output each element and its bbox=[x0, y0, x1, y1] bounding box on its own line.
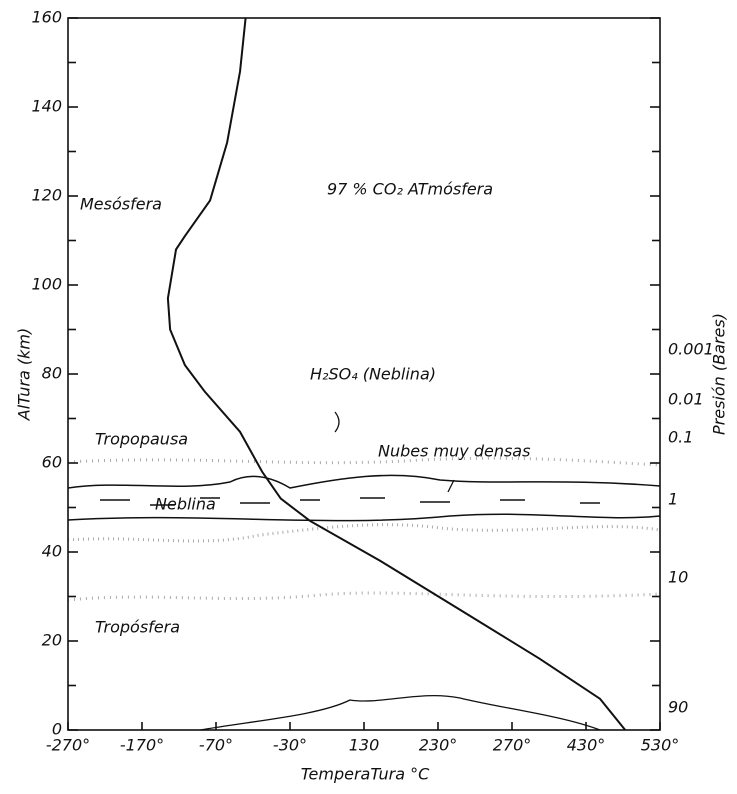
y2-axis-label: Presión (Bares) bbox=[710, 313, 729, 435]
y-tick-label: 0 bbox=[52, 720, 62, 739]
y-tick-label: 160 bbox=[31, 8, 62, 27]
x-tick-label: 270° bbox=[493, 736, 532, 755]
x-tick-label: -270° bbox=[46, 736, 90, 755]
decor bbox=[67, 411, 661, 731]
chart-title: 97 % CO₂ ATmósfera bbox=[327, 180, 493, 199]
pressure-label: 0.001 bbox=[668, 340, 714, 359]
annotation: Tropopausa bbox=[95, 430, 188, 449]
pressure-label: 1 bbox=[668, 490, 678, 509]
y-tick-label: 40 bbox=[42, 542, 62, 561]
x-tick-label: 430° bbox=[567, 736, 606, 755]
y-tick-label: 20 bbox=[42, 631, 62, 650]
y-axis-label: AlTura (km) bbox=[15, 328, 34, 422]
x-tick-label: -170° bbox=[120, 736, 164, 755]
x-axis-label: TemperaTura °C bbox=[301, 765, 430, 784]
y-tick-label: 80 bbox=[42, 364, 62, 383]
x-tick-label: 230° bbox=[419, 736, 458, 755]
x-tick-label: 130 bbox=[349, 736, 380, 755]
x-tick-label: 530° bbox=[641, 736, 680, 755]
temperature-line bbox=[166, 17, 626, 731]
pressure-label: 90 bbox=[668, 698, 688, 717]
annotation: Neblina bbox=[155, 495, 216, 514]
x-tick-label: -70° bbox=[199, 736, 233, 755]
pressure-label: 0.1 bbox=[668, 428, 693, 447]
pressure-label: 10 bbox=[668, 568, 688, 587]
x-tick-label: -30° bbox=[273, 736, 307, 755]
y-tick-label: 100 bbox=[31, 275, 62, 294]
annotation: H₂SO₄ (Neblina) bbox=[310, 365, 436, 384]
annotation: Mesósfera bbox=[80, 195, 162, 214]
y-tick-label: 120 bbox=[31, 186, 62, 205]
annotation: Nubes muy densas bbox=[378, 442, 530, 461]
pressure-label: 0.01 bbox=[668, 390, 704, 409]
y-tick-label: 140 bbox=[31, 97, 62, 116]
annotation: Tropósfera bbox=[95, 618, 180, 637]
y-tick-label: 60 bbox=[42, 453, 62, 472]
